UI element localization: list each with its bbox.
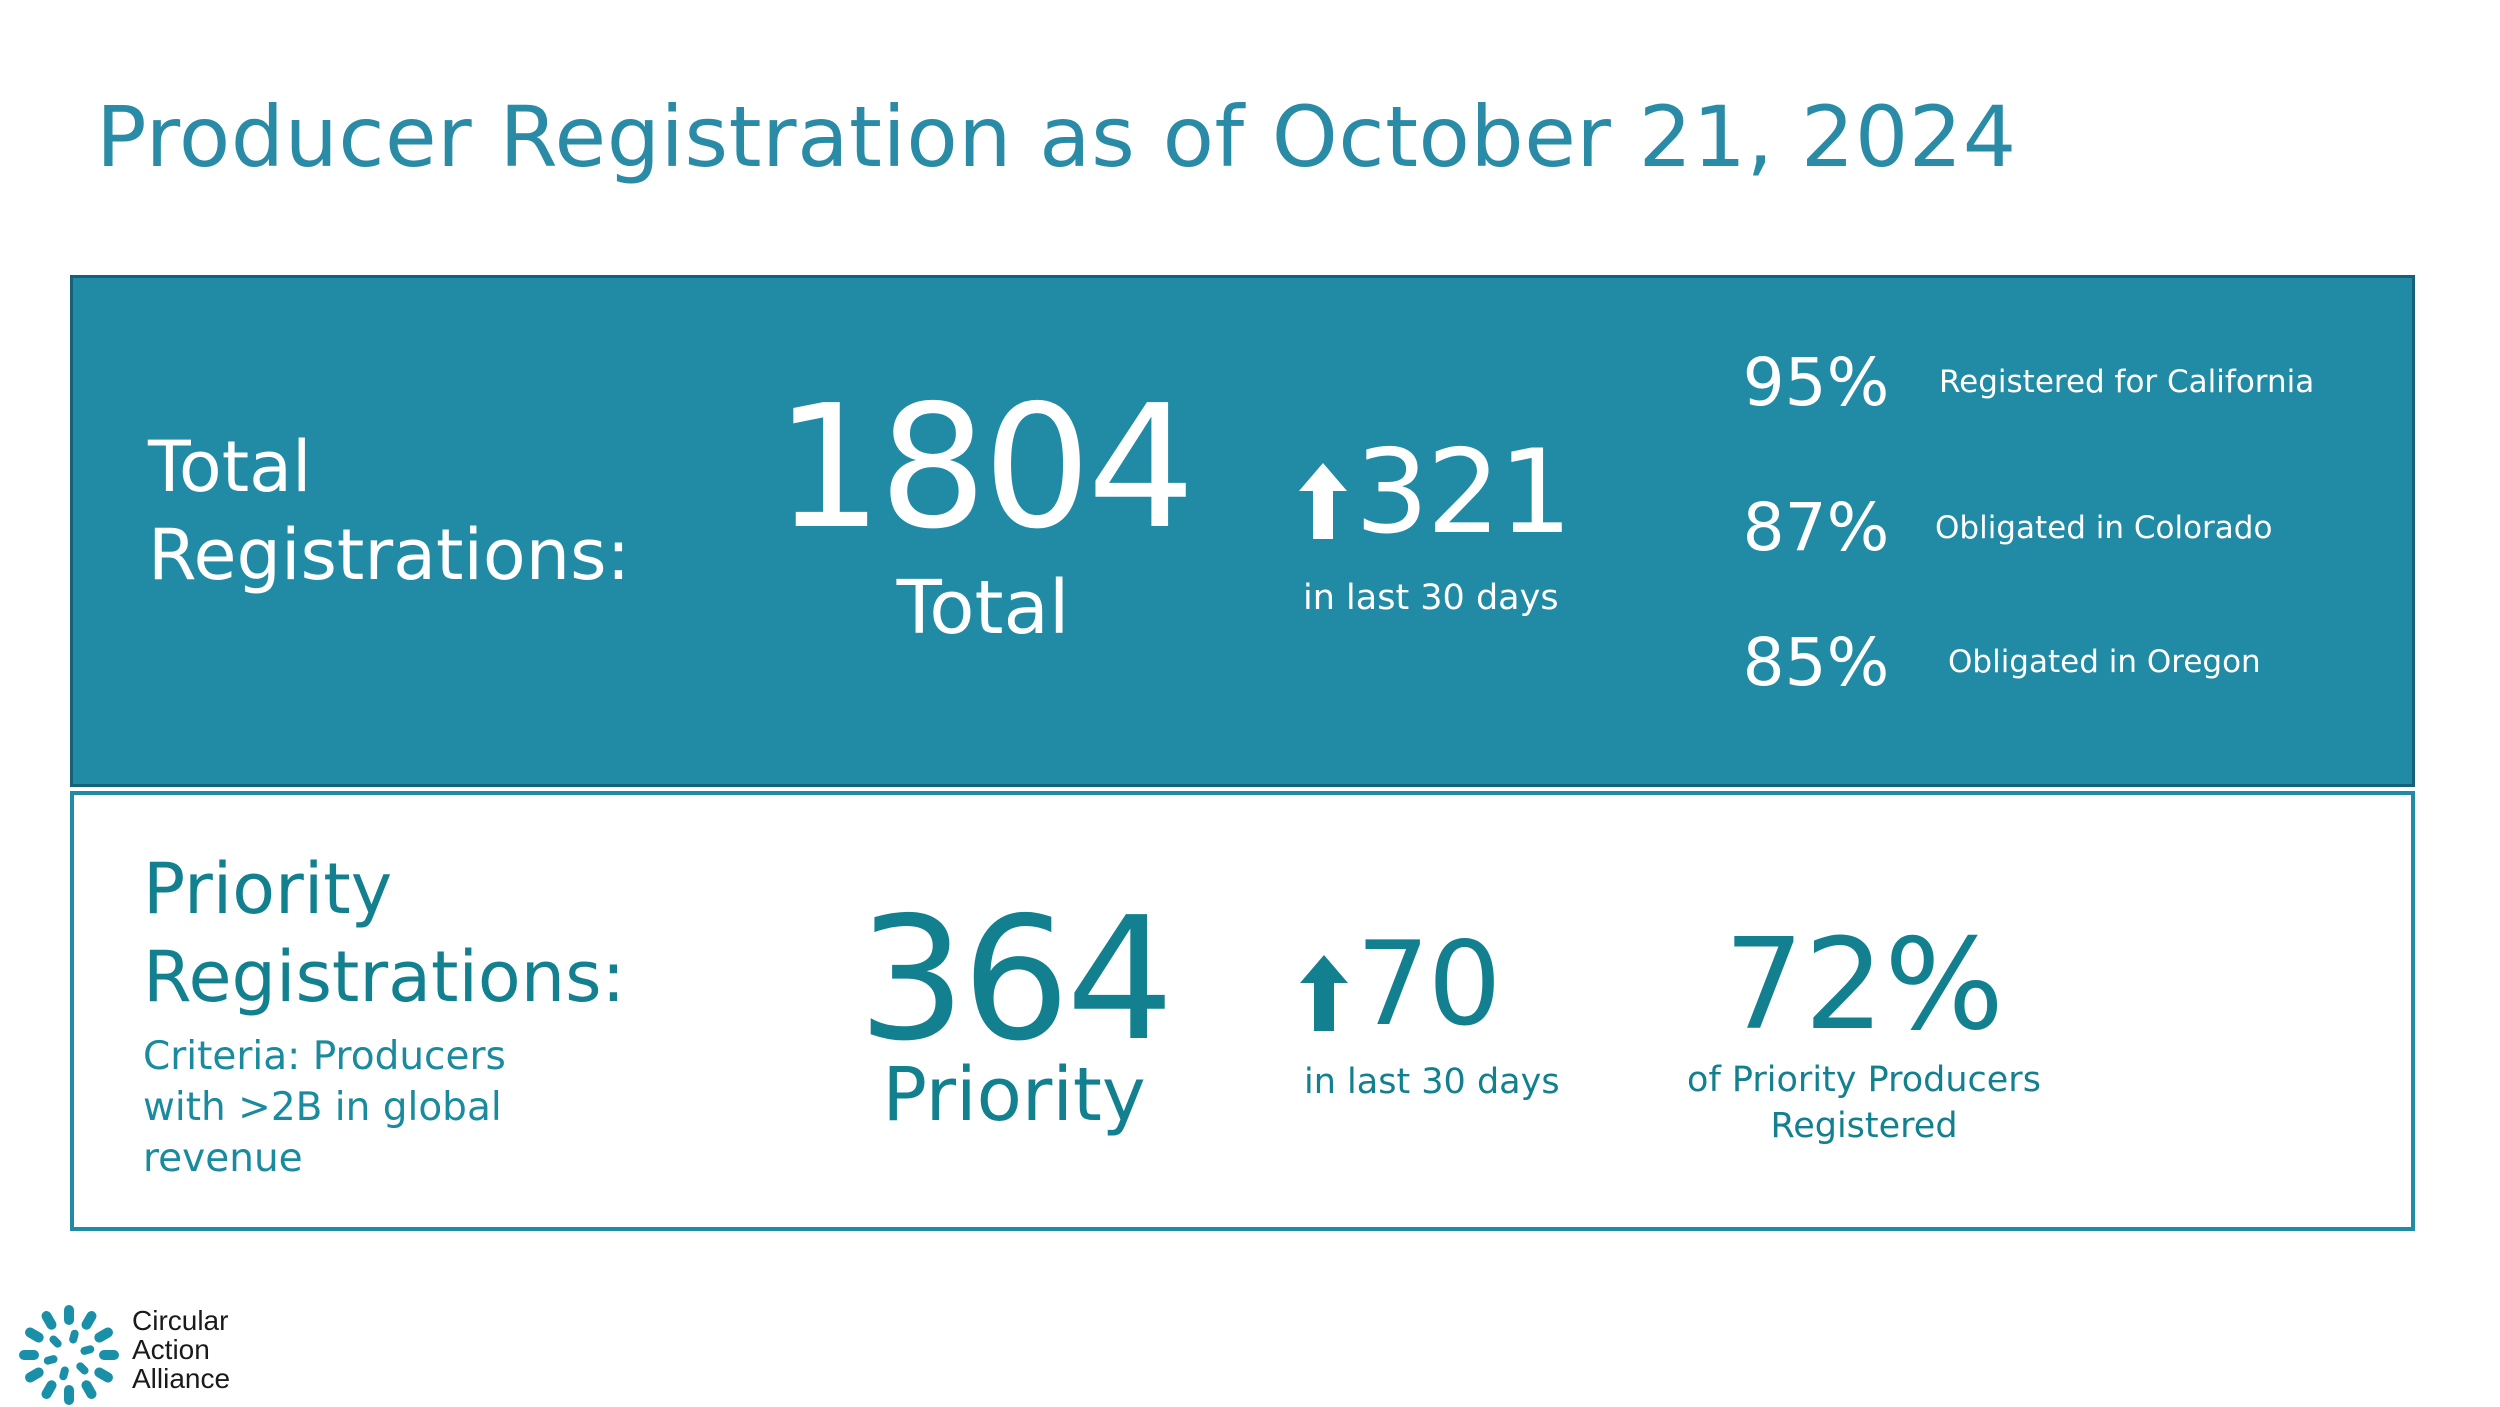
- total-increase-value: 321: [1355, 425, 1572, 560]
- priority-increase-caption: in last 30 days: [1304, 1062, 1560, 1102]
- up-arrow-icon: [1299, 440, 1347, 560]
- stat-label-california: Registered for California: [1939, 364, 2315, 400]
- logo-line: Alliance: [132, 1363, 231, 1394]
- stat-percent-oregon: 85%: [1742, 624, 1890, 701]
- up-arrow-icon: [1300, 932, 1348, 1052]
- priority-percent-caption: of Priority Producers Registered: [1687, 1060, 2041, 1146]
- stat-label-colorado: Obligated in Colorado: [1935, 510, 2273, 546]
- priority-registrations-label: Priority Registrations:: [143, 848, 626, 1018]
- total-count: 1804: [774, 369, 1196, 567]
- priority-criteria: Criteria: Producers with >2B in global r…: [143, 1034, 506, 1181]
- total-registrations-label: Total Registrations:: [148, 426, 631, 596]
- stat-percent-colorado: 87%: [1742, 489, 1890, 566]
- logo-wordmark: Circular Action Alliance: [132, 1306, 230, 1393]
- circular-burst-icon: [14, 1300, 124, 1407]
- total-increase-caption: in last 30 days: [1303, 578, 1559, 618]
- priority-increase: 70: [1300, 925, 1502, 1052]
- priority-increase-value: 70: [1356, 917, 1502, 1052]
- logo-line: Circular: [132, 1305, 229, 1336]
- total-registrations-panel: Total Registrations: 1804 Total 321 in l…: [70, 275, 2415, 787]
- priority-percent: 72%: [1723, 911, 2005, 1058]
- priority-registrations-panel: Priority Registrations: Criteria: Produc…: [70, 791, 2415, 1231]
- priority-count-caption: Priority: [882, 1052, 1146, 1138]
- stat-percent-california: 95%: [1742, 344, 1890, 421]
- total-increase: 321: [1299, 433, 1572, 560]
- priority-count: 364: [857, 881, 1174, 1079]
- stat-label-oregon: Obligated in Oregon: [1948, 644, 2261, 680]
- logo-line: Action: [132, 1334, 210, 1365]
- total-count-caption: Total: [896, 565, 1070, 651]
- page-title: Producer Registration as of October 21, …: [96, 88, 2017, 186]
